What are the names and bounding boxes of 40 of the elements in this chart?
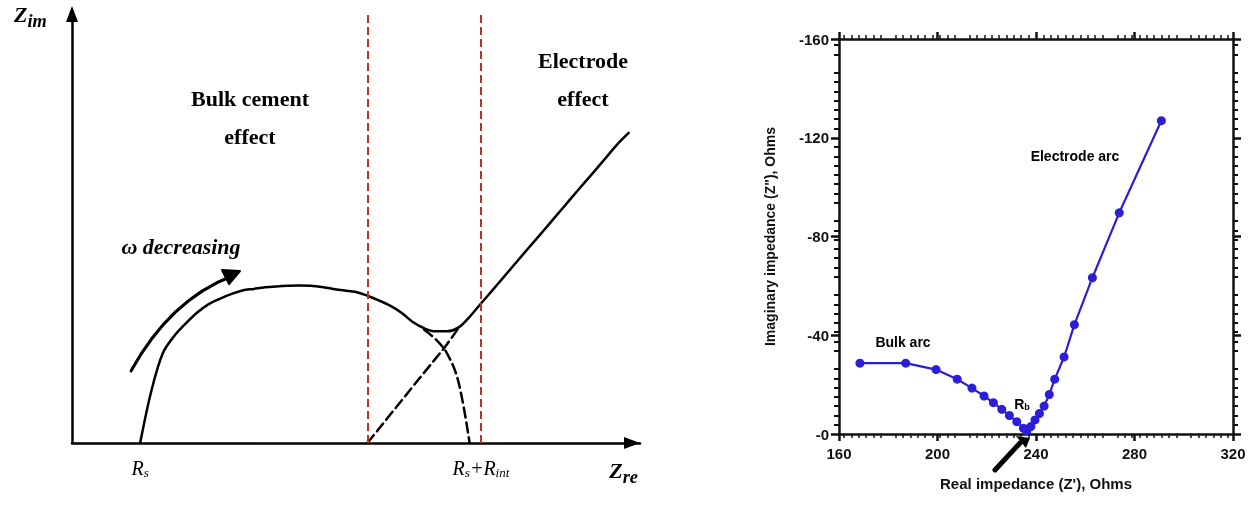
point <box>1087 273 1097 283</box>
point <box>1156 116 1166 126</box>
annotation: Electrode arc <box>1030 148 1120 164</box>
point <box>967 383 977 393</box>
point <box>1050 374 1060 384</box>
annotation: Bulk arc <box>875 334 931 350</box>
annotation: ω decreasing <box>121 233 241 259</box>
point <box>979 391 989 401</box>
point <box>1012 417 1022 427</box>
annotation: Rb <box>1014 396 1031 413</box>
y-tick-label: -80 <box>807 228 829 245</box>
x-tick-label: 160 <box>826 445 852 462</box>
point <box>1044 390 1054 399</box>
y-tick-label: -40 <box>807 326 829 344</box>
x-axis-title: Z$_{re}$ <box>609 458 638 489</box>
y-axis-title: Imaginary impedance (Z"), Ohms <box>762 126 778 347</box>
x-tick-label: 240 <box>1023 445 1049 462</box>
y-tick-label: -0 <box>815 425 829 443</box>
y-tick-label: -160 <box>798 30 829 48</box>
point <box>952 374 962 384</box>
point <box>1069 320 1079 330</box>
x-axis-title: Real impedance (Z'), Ohms <box>940 475 1132 492</box>
point <box>1026 422 1036 432</box>
x-tick-label: 320 <box>1220 445 1246 462</box>
point <box>988 398 998 408</box>
annotation: Bulk cement effect <box>191 85 310 149</box>
point <box>1114 208 1124 218</box>
x-tick-label: 200 <box>924 445 951 462</box>
point <box>931 365 941 375</box>
point <box>901 358 911 368</box>
point <box>1034 409 1044 419</box>
point <box>855 358 865 368</box>
point <box>1059 352 1069 362</box>
point <box>1039 401 1049 411</box>
point <box>1004 410 1014 420</box>
y-axis-title: Z$_{im}$ <box>14 2 47 33</box>
text: Electrode effect <box>537 47 629 111</box>
y-tick-label: -120 <box>798 129 829 147</box>
x-tick-label: 280 <box>1121 445 1148 462</box>
point <box>997 404 1007 414</box>
